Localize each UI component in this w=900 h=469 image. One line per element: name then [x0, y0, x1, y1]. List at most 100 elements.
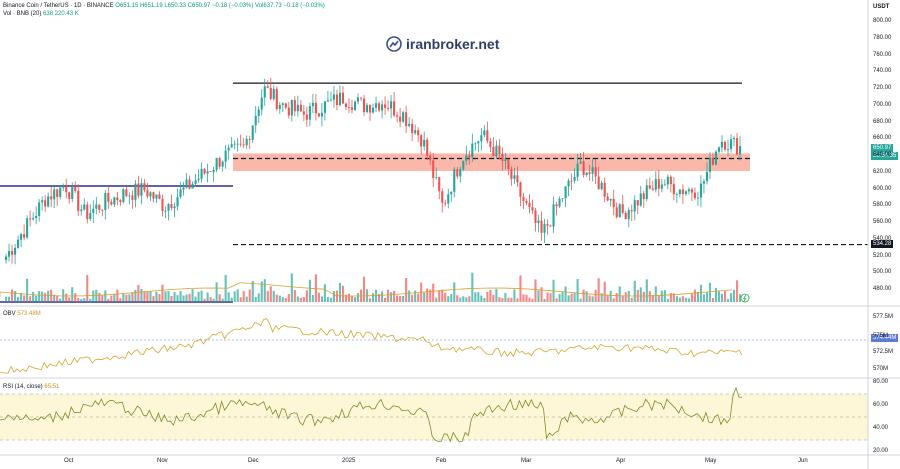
- volume-bar: [696, 291, 699, 302]
- volume-bar: [107, 298, 110, 302]
- candle-body: [414, 130, 417, 134]
- volume-bar: [209, 297, 212, 302]
- volume-bar: [495, 288, 498, 302]
- volume-bar: [38, 291, 41, 302]
- supply-zone: [233, 153, 750, 172]
- candle-body: [459, 169, 462, 177]
- candle-body: [371, 107, 375, 113]
- candle-body: [311, 102, 314, 107]
- volume-bar: [477, 292, 480, 302]
- candle-body: [365, 105, 369, 113]
- volume-bar: [621, 296, 624, 302]
- candle-body: [200, 168, 203, 179]
- volume-bar: [699, 284, 702, 302]
- support-price-tag: 534.28: [871, 240, 894, 248]
- volume-bar: [245, 296, 248, 302]
- candle-body: [110, 201, 113, 205]
- candle-body: [5, 256, 8, 261]
- volume-bar: [618, 286, 621, 302]
- candle-body: [353, 101, 357, 110]
- volume-bar: [230, 297, 233, 302]
- volume-bar: [483, 297, 486, 302]
- volume-bar: [480, 295, 483, 302]
- volume-bar: [516, 298, 519, 302]
- volume-bar: [167, 291, 170, 302]
- candle-body: [284, 103, 287, 108]
- candle-body: [558, 198, 561, 207]
- candle-body: [639, 193, 642, 206]
- volume-bar: [218, 294, 221, 302]
- volume-bar: [492, 294, 495, 302]
- volume-legend[interactable]: Vol · BNB (20) 638 220.43 K: [3, 11, 79, 17]
- volume-bar: [284, 298, 287, 302]
- candle-body: [618, 204, 621, 218]
- candle-body: [603, 182, 606, 197]
- volume-bar: [396, 295, 399, 302]
- volume-bar: [272, 290, 275, 302]
- candle-body: [525, 201, 528, 203]
- symbol-header[interactable]: Binance Coin / TetherUS · 1D · BINANCE O…: [3, 3, 325, 9]
- candle-body: [543, 224, 546, 233]
- candle-body: [534, 210, 537, 223]
- volume-bar: [711, 297, 715, 302]
- candle-body: [393, 101, 396, 116]
- volume-bar: [44, 292, 47, 302]
- candle-body: [546, 224, 549, 226]
- candle-body: [597, 176, 600, 190]
- volume-bar: [645, 279, 648, 302]
- candle-body: [684, 191, 687, 195]
- rsi-legend[interactable]: RSI (14, close) 65.51: [3, 384, 59, 390]
- volume-bar: [113, 294, 116, 302]
- candle-body: [356, 97, 360, 102]
- candle-body: [672, 184, 675, 195]
- candle-body: [732, 138, 736, 140]
- volume-bar: [194, 296, 197, 302]
- candle-body: [71, 187, 74, 200]
- time-tick-label: May: [705, 458, 717, 464]
- rsi-pane: [0, 386, 868, 443]
- candle-body: [260, 97, 263, 110]
- candle-body: [362, 98, 366, 113]
- candle-body: [89, 213, 92, 220]
- candle-body: [402, 112, 405, 122]
- rsi-tick-label: 20.00: [873, 448, 889, 454]
- rsi-tick-label: 60.00: [873, 402, 889, 408]
- volume-bar: [125, 294, 128, 302]
- volume-bar: [299, 297, 302, 302]
- candle-body: [77, 190, 80, 212]
- candle-body: [335, 94, 339, 106]
- volume-bar: [408, 290, 411, 302]
- candle-body: [167, 204, 170, 211]
- volume-bar: [564, 286, 567, 302]
- volume-bar: [203, 298, 206, 302]
- volume-bar: [594, 289, 597, 302]
- candle-body: [32, 218, 35, 220]
- candle-body: [152, 192, 155, 199]
- candle-body: [492, 146, 495, 157]
- candle-body: [344, 103, 348, 108]
- price-tick-label: 600.00: [873, 185, 892, 192]
- candle-body: [92, 208, 95, 214]
- candle-body: [41, 200, 44, 203]
- candle-body: [405, 112, 408, 126]
- candle-body: [122, 189, 125, 203]
- volume-bar: [248, 289, 251, 302]
- candle-body: [576, 163, 579, 177]
- candle-body: [17, 239, 20, 248]
- candle-body: [573, 176, 576, 181]
- candle-body: [567, 180, 570, 187]
- obv-legend[interactable]: OBV 573.48M: [3, 311, 41, 317]
- candle-body: [116, 197, 119, 201]
- candle-body: [411, 123, 414, 134]
- volume-bar: [435, 297, 438, 302]
- time-tick-label: Apr: [616, 458, 626, 464]
- brand-logo-icon: [386, 36, 402, 52]
- candle-body: [702, 181, 705, 184]
- volume-bar: [681, 296, 684, 302]
- volume-bar: [134, 289, 137, 302]
- candle-body: [245, 138, 248, 146]
- candle-body: [302, 111, 305, 115]
- volume-bar: [173, 292, 176, 302]
- candle-body: [320, 112, 323, 117]
